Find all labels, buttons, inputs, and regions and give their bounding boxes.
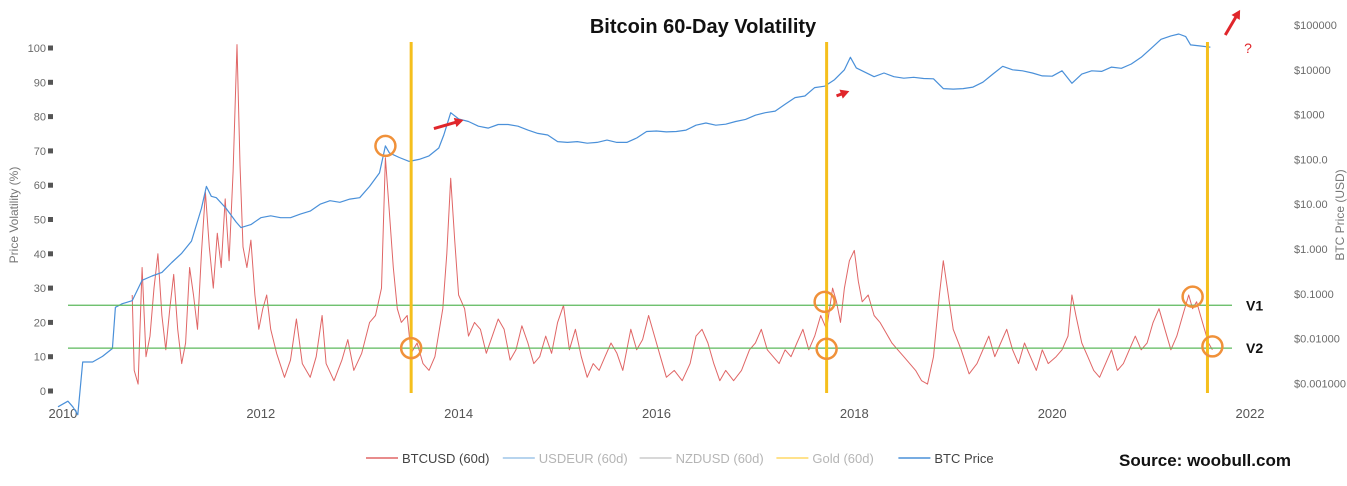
x-tick-label: 2014 (444, 406, 473, 421)
legend-label: BTCUSD (60d) (402, 451, 489, 466)
left-axis-ticks: 0 10 20 30 40 50 60 70 80 90 100 (28, 43, 53, 398)
btc-price-line (57, 33, 1211, 416)
left-tick-label: 70 (34, 146, 46, 158)
x-tick-label: 2010 (48, 406, 77, 421)
right-tick-label: $1000 (1294, 110, 1325, 122)
series-layer (57, 33, 1213, 416)
highlight-circle (399, 336, 423, 360)
x-axis-ticks: 2010 2012 2014 2016 2018 2020 2022 (48, 406, 1264, 421)
right-tick-label: $0.001000 (1294, 378, 1346, 390)
x-tick-label: 2020 (1038, 406, 1067, 421)
left-tick-mark (48, 45, 53, 51)
x-tick-label: 2012 (246, 406, 275, 421)
right-tick-label: $100000 (1294, 20, 1337, 32)
trend-arrow (433, 120, 459, 131)
trend-arrow-head (453, 117, 464, 128)
trend-arrow-head (839, 89, 850, 99)
annotation-layer: V1 V2? (68, 9, 1263, 393)
left-tick-mark (48, 148, 53, 154)
threshold-label-v1: V1 (1246, 297, 1263, 313)
highlight-circle (1201, 335, 1224, 358)
left-tick-mark (48, 182, 53, 188)
legend: BTCUSD (60d) USDEUR (60d) NZDUSD (60d) Gold… (366, 451, 994, 466)
right-tick-label: $1.000 (1294, 244, 1328, 256)
legend-label: NZDUSD (60d) (676, 451, 764, 466)
legend-label: USDEUR (60d) (539, 451, 628, 466)
left-tick-label: 50 (34, 215, 46, 227)
right-axis-ticks: $0.001000 $0.01000 $0.1000 $1.000 $10.00 $100… (1294, 20, 1346, 390)
x-tick-label: 2022 (1236, 406, 1265, 421)
left-tick-mark (48, 388, 53, 394)
right-tick-label: $10.00 (1294, 199, 1328, 211)
left-tick-mark (48, 114, 53, 120)
trend-arrow (1223, 14, 1239, 36)
btcusd-volatility-line (131, 44, 1213, 385)
left-tick-label: 0 (40, 386, 46, 398)
left-tick-mark (48, 319, 53, 325)
left-axis-title: Price Volatility (%) (7, 167, 21, 264)
x-tick-label: 2018 (840, 406, 869, 421)
legend-label: BTC Price (934, 451, 993, 466)
left-tick-label: 10 (34, 352, 46, 364)
right-tick-label: $0.01000 (1294, 334, 1340, 346)
left-tick-label: 40 (34, 249, 46, 261)
left-tick-label: 30 (34, 283, 46, 295)
left-tick-mark (48, 285, 53, 291)
right-axis-title: BTC Price (USD) (1333, 169, 1347, 260)
left-tick-mark (48, 251, 53, 257)
threshold-label-v2: V2 (1246, 340, 1263, 356)
right-tick-label: $100.0 (1294, 154, 1328, 166)
left-tick-label: 60 (34, 180, 46, 192)
question-mark: ? (1244, 40, 1252, 56)
trend-arrow-head (1231, 9, 1241, 20)
left-tick-label: 80 (34, 112, 46, 124)
highlight-circle (815, 337, 838, 361)
highlight-circle (1181, 285, 1204, 308)
right-tick-label: $10000 (1294, 65, 1331, 77)
highlight-circle (813, 290, 836, 314)
source-label: Source: woobull.com (1119, 451, 1291, 470)
left-tick-mark (48, 217, 53, 222)
left-tick-label: 100 (28, 43, 46, 55)
highlight-circle (374, 134, 397, 158)
left-tick-mark (48, 354, 53, 360)
left-tick-mark (48, 79, 53, 85)
x-tick-label: 2016 (642, 406, 671, 421)
legend-label: Gold (60d) (812, 451, 873, 466)
right-tick-label: $0.1000 (1294, 289, 1334, 301)
left-tick-label: 20 (34, 317, 46, 329)
chart-title: Bitcoin 60-Day Volatility (590, 16, 817, 38)
left-tick-label: 90 (34, 77, 46, 89)
